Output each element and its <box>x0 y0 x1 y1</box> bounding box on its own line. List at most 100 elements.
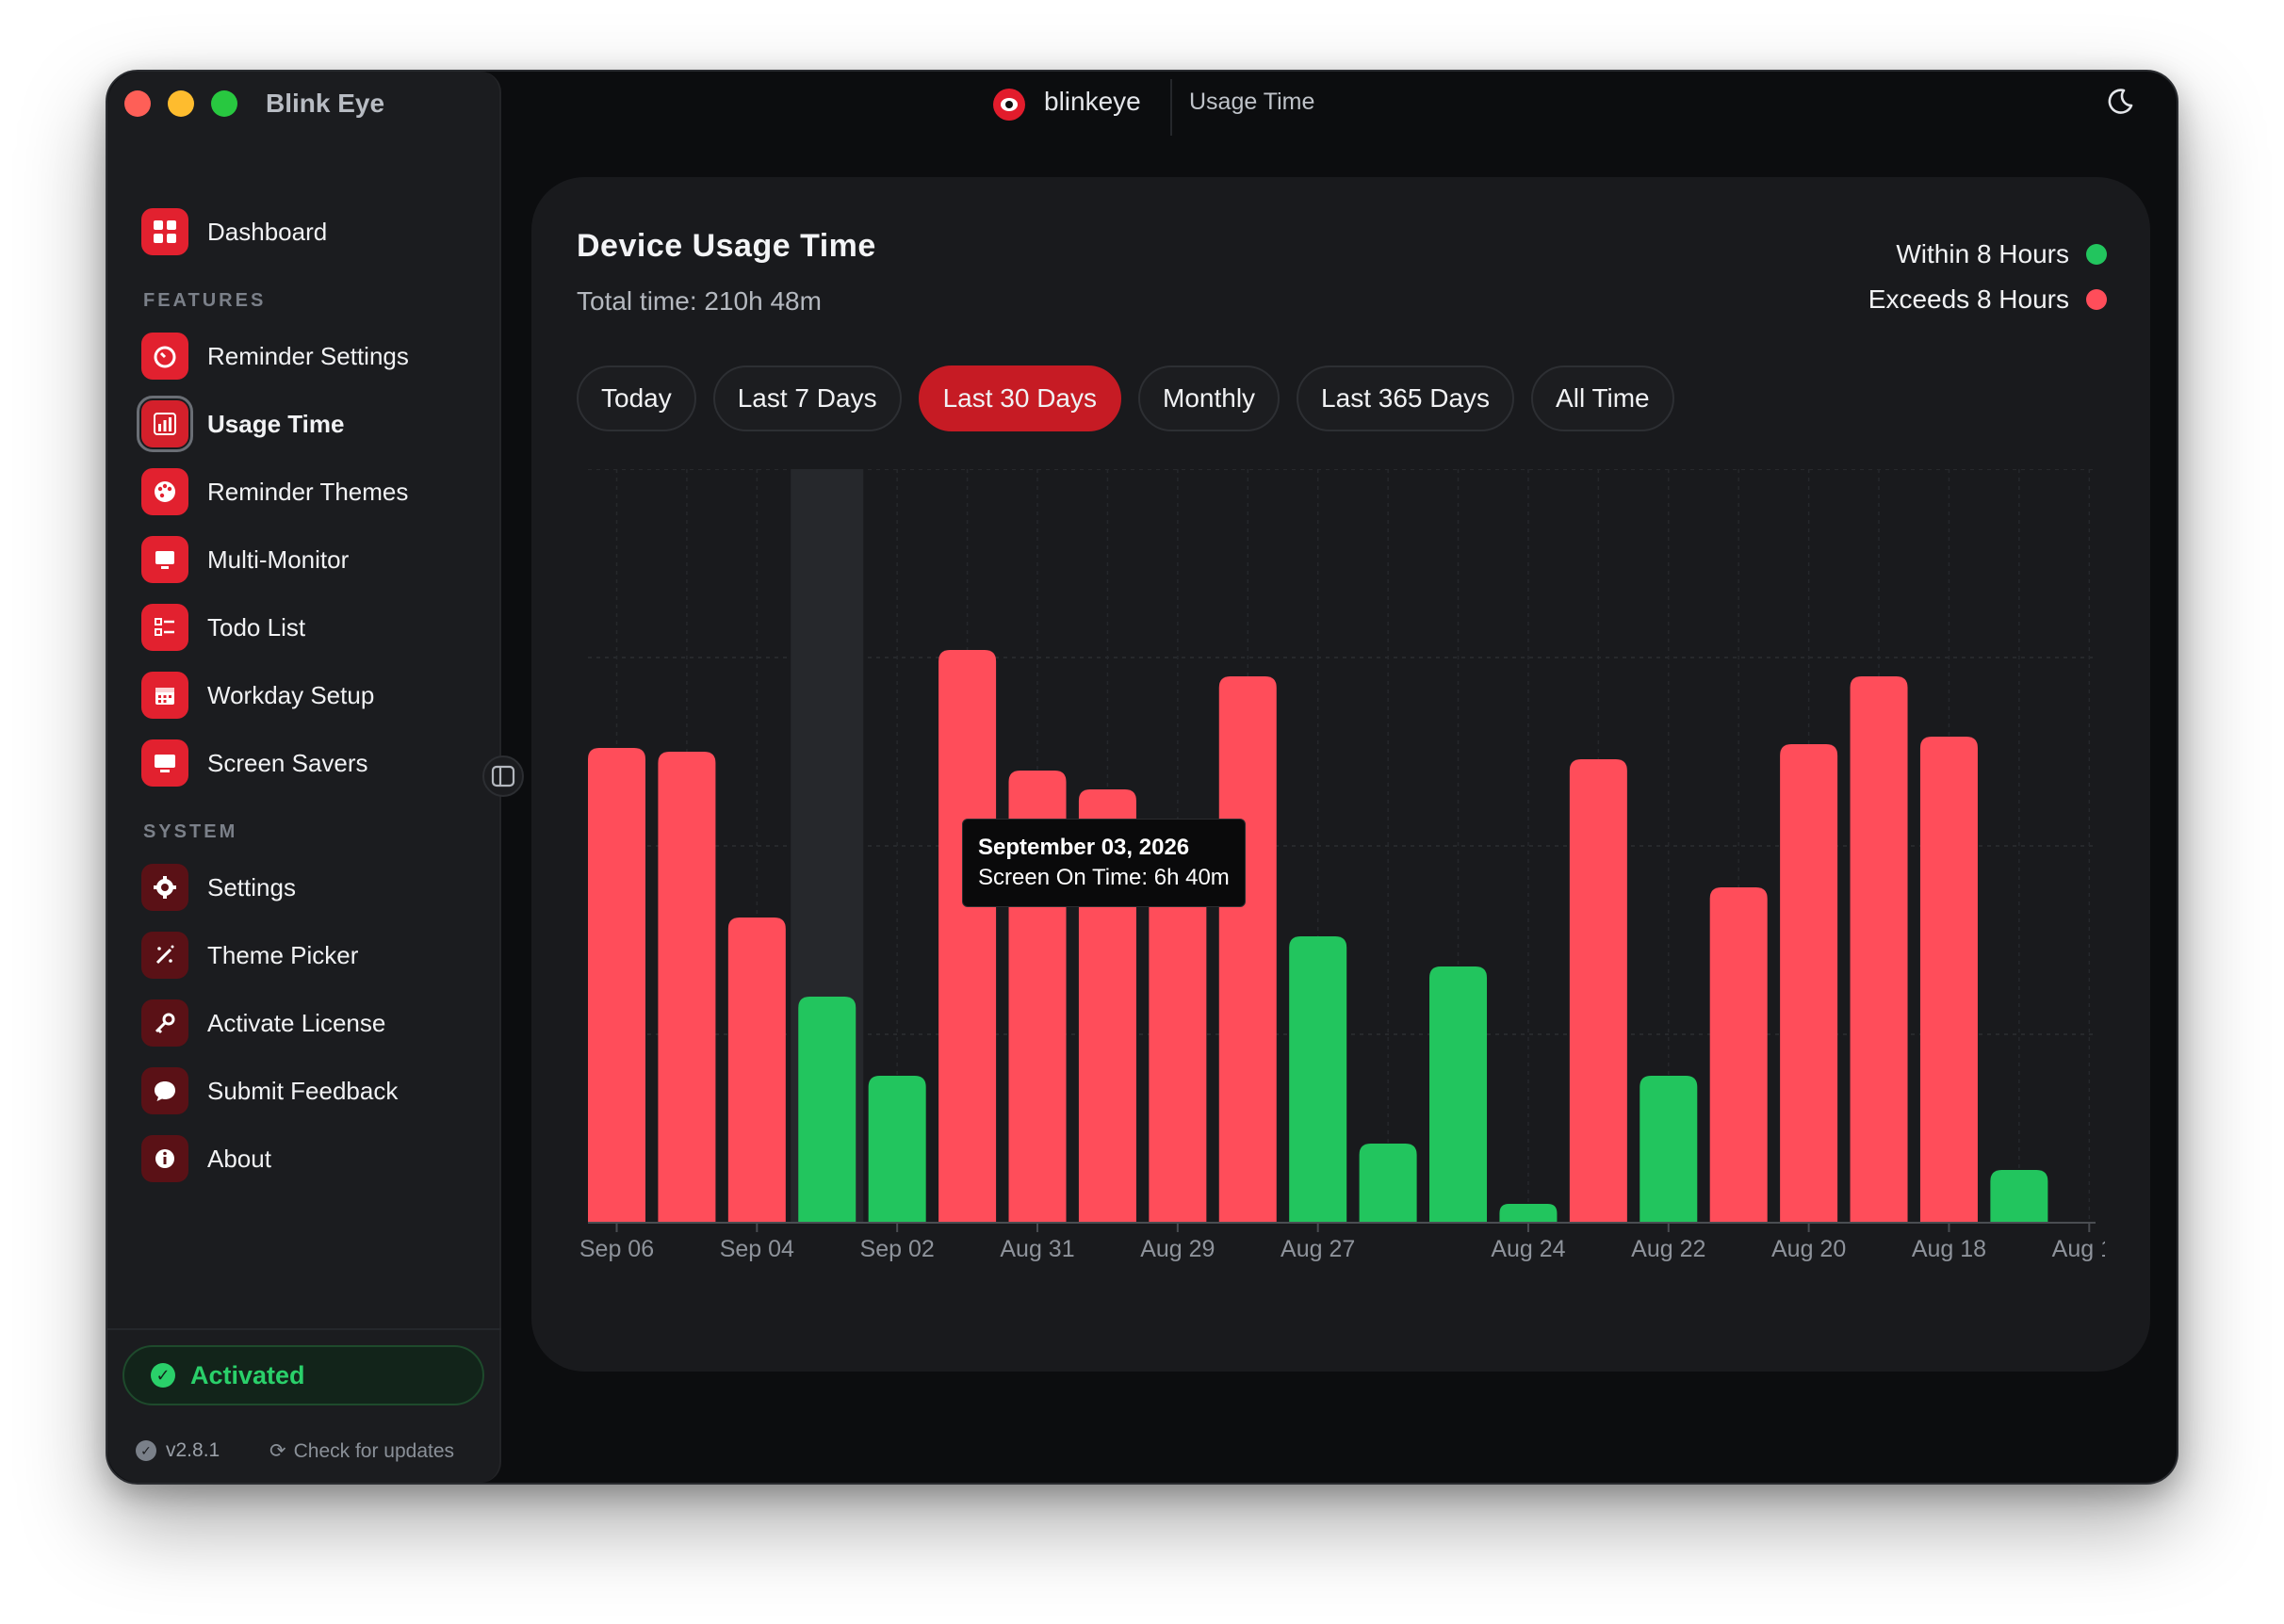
check-updates-label: Check for updates <box>293 1439 455 1462</box>
usage-bar-chart: Sep 06 Sep 04 Sep 02 Aug 31 Aug 29 Aug 27 Aug … <box>579 469 2105 1262</box>
calendar-icon <box>141 672 188 719</box>
stopwatch-icon <box>141 333 188 380</box>
sidebar-item-reminder-settings[interactable]: Reminder Settings <box>141 330 462 382</box>
chat-bubble-icon <box>141 1067 188 1114</box>
sidebar-item-about[interactable]: About <box>141 1132 462 1185</box>
sidebar-item-label: Reminder Themes <box>207 477 409 506</box>
check-circle-icon: ✓ <box>151 1363 175 1388</box>
x-tick-label: Aug 16 <box>2052 1236 2105 1262</box>
sidebar-item-workday-setup[interactable]: Workday Setup <box>141 669 462 722</box>
bar-aug-20[interactable] <box>1780 744 1838 1223</box>
x-tick-label: Aug 20 <box>1771 1236 1846 1262</box>
bar-aug-24[interactable] <box>1499 1204 1558 1223</box>
tab-last-7-days[interactable]: Last 7 Days <box>712 365 902 431</box>
monitor-icon <box>141 536 188 583</box>
grid-icon <box>141 208 188 255</box>
palette-icon <box>141 468 188 515</box>
usage-card: Device Usage Time Total time: 210h 48m W… <box>531 177 2150 1372</box>
sidebar-item-activate-license[interactable]: Activate License <box>141 997 462 1049</box>
sidebar-item-label: Usage Time <box>207 409 345 438</box>
bar-aug-26[interactable] <box>1359 1144 1417 1223</box>
legend-item-exceeds: Exceeds 8 Hours <box>1868 277 2107 322</box>
x-tick-label: Aug 27 <box>1281 1236 1355 1262</box>
legend-label: Within 8 Hours <box>1896 239 2069 268</box>
sidebar-item-usage-time[interactable]: Usage Time <box>137 396 462 452</box>
sidebar-item-settings[interactable]: Settings <box>141 861 462 914</box>
tab-last-365-days[interactable]: Last 365 Days <box>1297 365 1515 431</box>
sidebar-item-todo-list[interactable]: Todo List <box>141 601 462 654</box>
checklist-icon <box>141 604 188 651</box>
x-tick-label: Aug 24 <box>1491 1236 1565 1262</box>
bar-sep-06[interactable] <box>588 748 645 1223</box>
sidebar-item-reminder-themes[interactable]: Reminder Themes <box>141 465 462 518</box>
sidebar-toggle-button[interactable] <box>482 755 524 797</box>
check-updates-button[interactable]: ⟳ Check for updates <box>269 1439 454 1463</box>
blinkeye-logo-icon <box>993 89 1025 121</box>
tooltip-text: Screen On Time: 6h 40m <box>978 865 1230 890</box>
legend-dot-red <box>2086 289 2107 310</box>
x-tick-label: Sep 04 <box>720 1236 794 1262</box>
sidebar: Blink Eye Dashboard FEATURES Reminder Se… <box>107 72 501 1483</box>
bar-aug-28[interactable] <box>1218 676 1277 1223</box>
x-tick-label: Sep 02 <box>860 1236 935 1262</box>
sidebar-item-dashboard[interactable]: Dashboard <box>141 205 462 258</box>
tooltip-date: September 03, 2026 <box>978 835 1190 860</box>
bar-sep-04[interactable] <box>727 918 786 1223</box>
maximize-button[interactable] <box>211 90 237 117</box>
bar-aug-21[interactable] <box>1709 887 1768 1223</box>
bar-aug-25[interactable] <box>1429 966 1488 1223</box>
activated-badge[interactable]: ✓ Activated <box>122 1345 484 1405</box>
bar-aug-27[interactable] <box>1289 936 1347 1223</box>
activated-label: Activated <box>190 1360 305 1389</box>
info-icon <box>141 1135 188 1182</box>
bar-aug-18[interactable] <box>1919 737 1978 1223</box>
sidebar-item-screen-savers[interactable]: Screen Savers <box>141 737 462 789</box>
bar-aug-17[interactable] <box>1990 1170 2048 1223</box>
desktop-icon <box>141 739 188 787</box>
bar-sep-05[interactable] <box>658 752 716 1223</box>
x-tick-label: Aug 31 <box>1000 1236 1074 1262</box>
app-name: Blink Eye <box>266 89 385 118</box>
tab-monthly[interactable]: Monthly <box>1138 365 1281 431</box>
tab-all-time[interactable]: All Time <box>1531 365 1674 431</box>
sidebar-item-label: Dashboard <box>207 217 328 246</box>
bar-aug-23[interactable] <box>1569 759 1627 1223</box>
bar-sep-03[interactable] <box>798 997 856 1223</box>
gear-icon <box>141 864 188 911</box>
window-controls <box>124 90 237 117</box>
sidebar-item-multi-monitor[interactable]: Multi-Monitor <box>141 533 462 586</box>
x-tick-label: Sep 06 <box>579 1236 654 1262</box>
bar-sep-02[interactable] <box>868 1076 926 1223</box>
sidebar-item-submit-feedback[interactable]: Submit Feedback <box>141 1064 462 1117</box>
section-label-features: FEATURES <box>143 290 267 311</box>
sidebar-item-label: Activate License <box>207 1008 386 1037</box>
bar-sep-01[interactable] <box>938 650 997 1223</box>
sidebar-toggle-icon <box>491 765 515 788</box>
key-icon <box>141 999 188 1047</box>
tab-last-30-days[interactable]: Last 30 Days <box>918 365 1121 431</box>
sidebar-item-theme-picker[interactable]: Theme Picker <box>141 929 462 982</box>
legend-dot-green <box>2086 244 2107 265</box>
legend-label: Exceeds 8 Hours <box>1868 284 2069 314</box>
bar-aug-22[interactable] <box>1640 1076 1698 1223</box>
bar-aug-29[interactable] <box>1149 865 1207 1223</box>
sidebar-divider <box>107 1328 501 1330</box>
card-title: Device Usage Time <box>577 228 876 264</box>
tab-today[interactable]: Today <box>577 365 696 431</box>
minimize-button[interactable] <box>168 90 194 117</box>
app-window: Blink Eye Dashboard FEATURES Reminder Se… <box>106 70 2178 1485</box>
sidebar-item-label: Reminder Settings <box>207 341 409 370</box>
header-page-title: Usage Time <box>1189 89 1315 115</box>
dark-mode-toggle[interactable] <box>2105 87 2135 124</box>
sidebar-item-label: Todo List <box>207 612 306 641</box>
check-circle-icon: ✓ <box>136 1440 156 1461</box>
sidebar-item-label: Settings <box>207 872 296 901</box>
header-app-name: blinkeye <box>1044 87 1141 116</box>
range-tabs: Today Last 7 Days Last 30 Days Monthly L… <box>577 365 1674 431</box>
sidebar-item-label: Theme Picker <box>207 940 359 969</box>
total-time: Total time: 210h 48m <box>577 286 822 316</box>
moon-icon <box>2108 89 2133 114</box>
close-button[interactable] <box>124 90 151 117</box>
bar-aug-19[interactable] <box>1850 676 1908 1223</box>
version-label: v2.8.1 <box>166 1439 220 1461</box>
